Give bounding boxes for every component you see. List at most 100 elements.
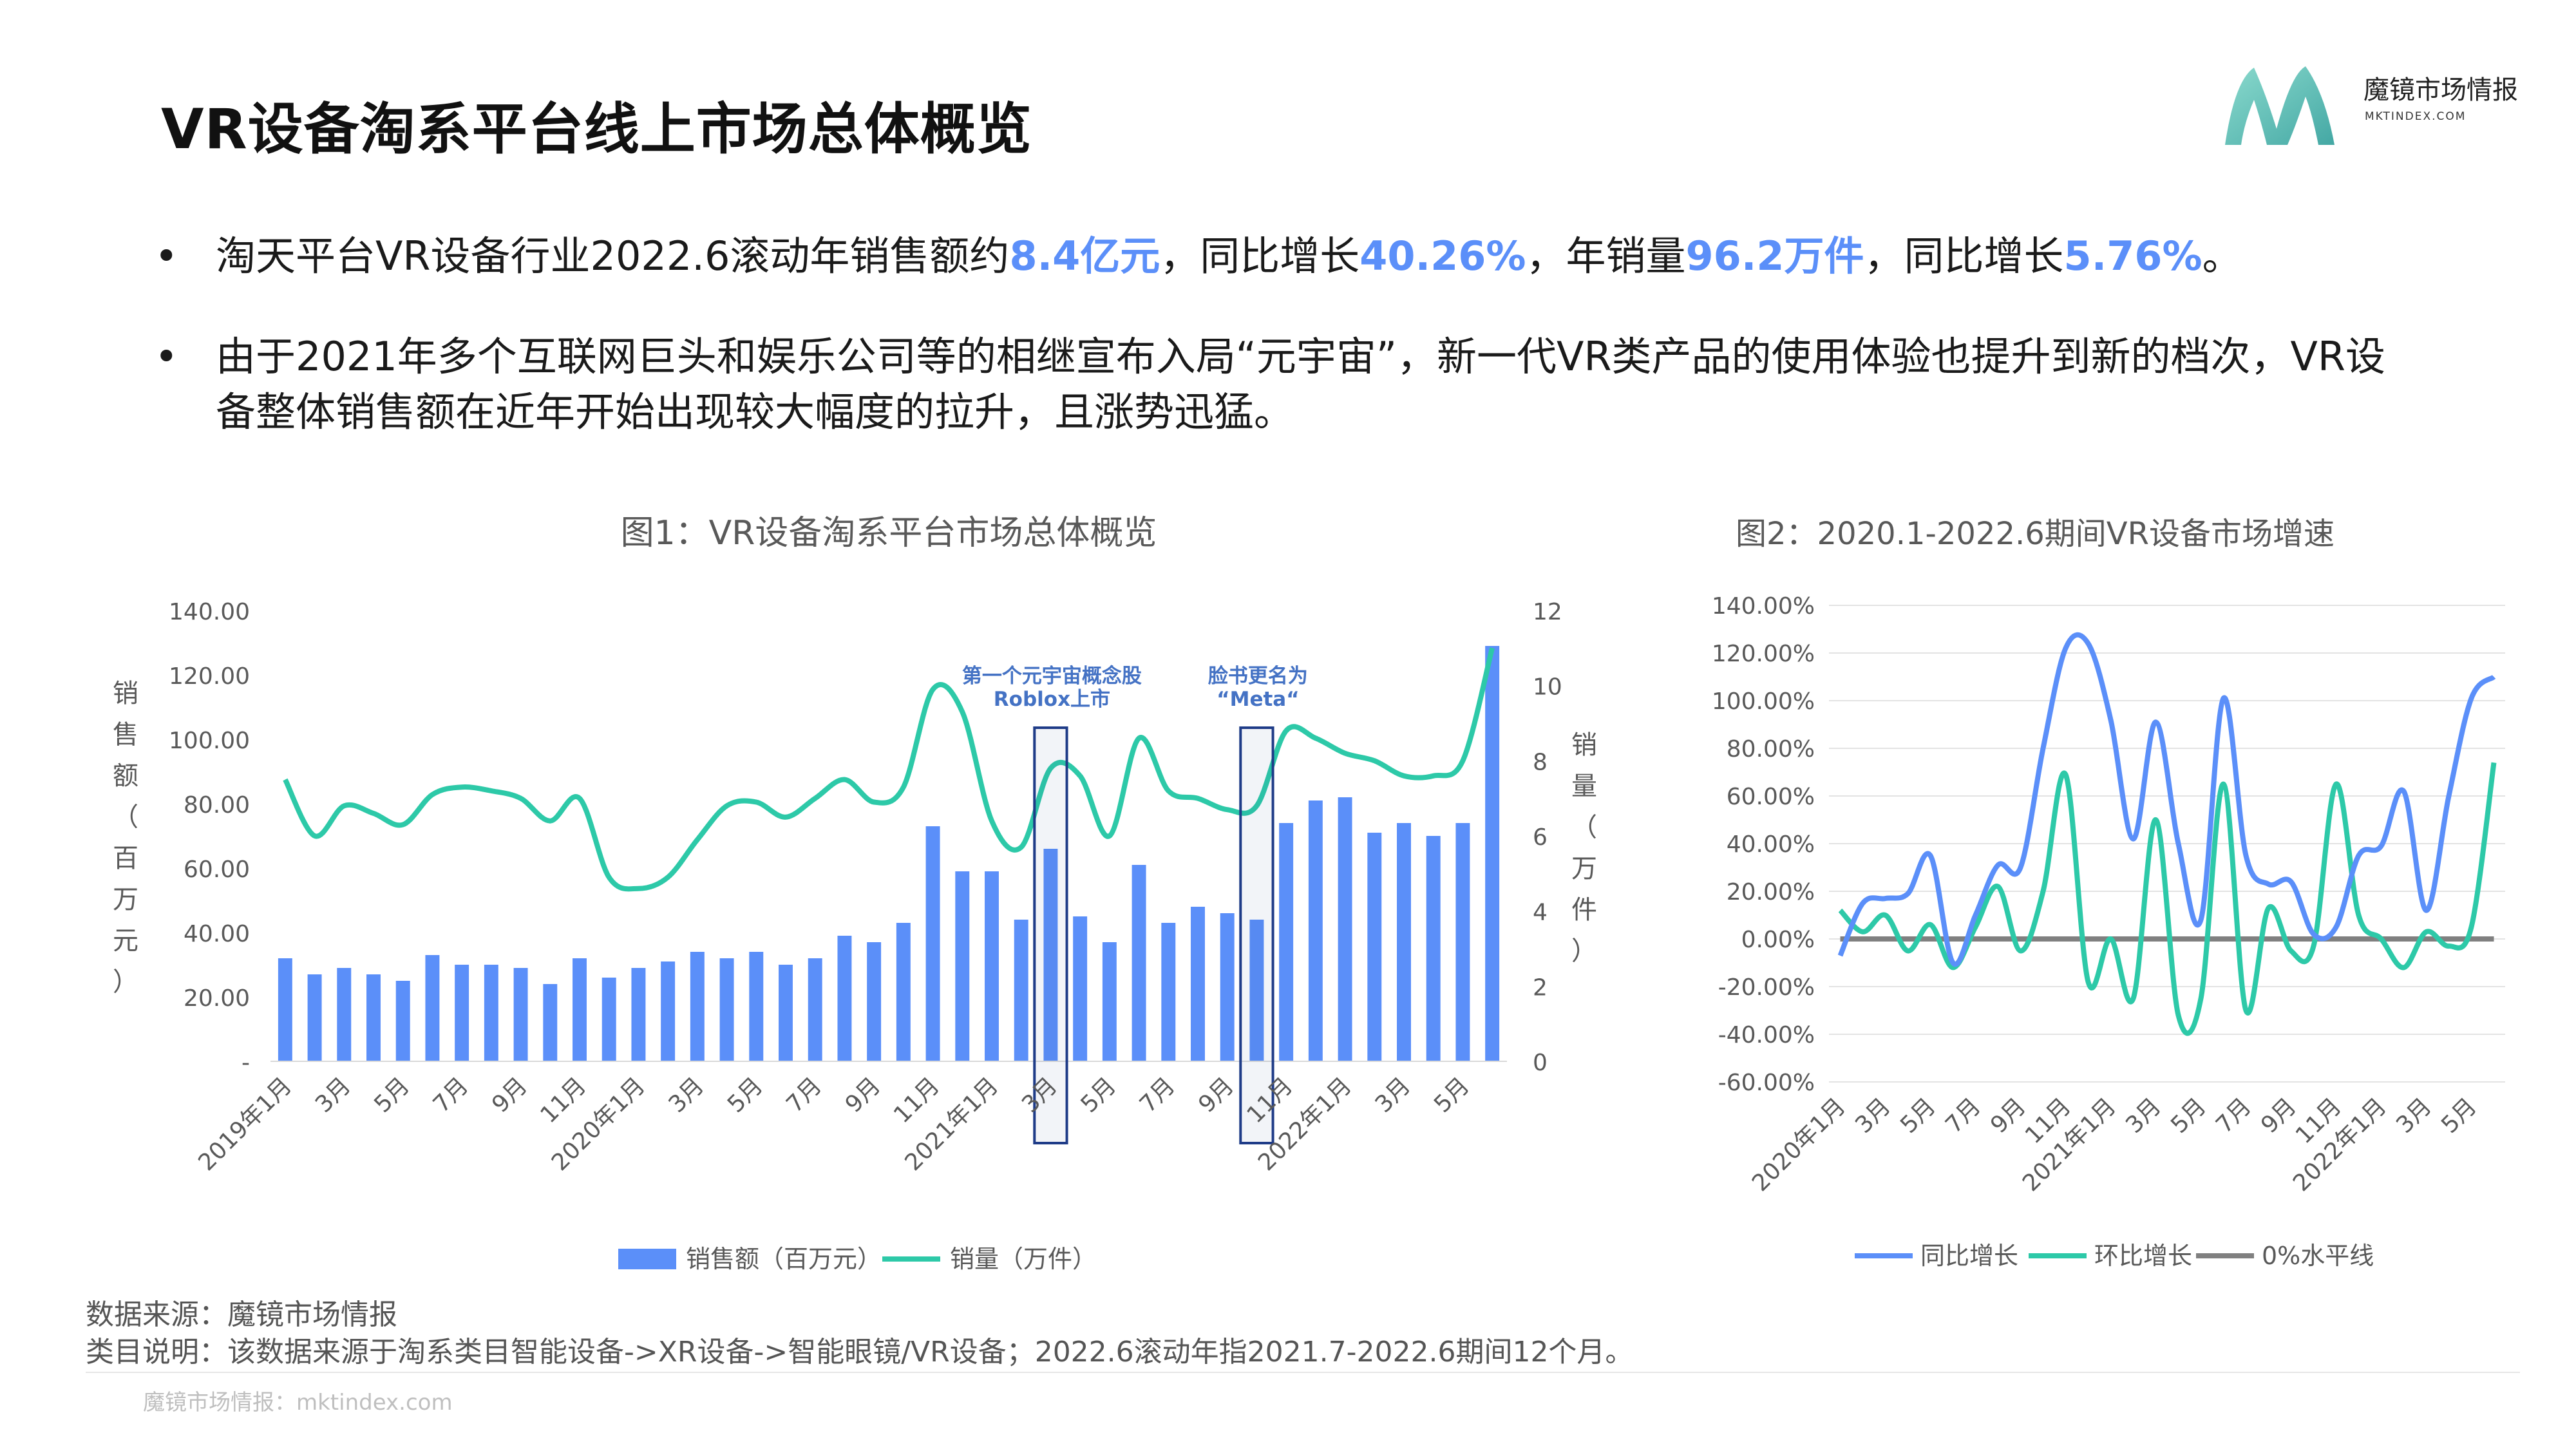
- x-tick-label: 11月: [536, 1072, 592, 1128]
- bullet-text-part: ，同比增长: [1864, 232, 2064, 279]
- y2-axis-label-char: 量: [1571, 772, 1597, 801]
- annotation-label: “Meta“: [1217, 688, 1299, 711]
- highlight-volume: 96.2万件: [1685, 232, 1864, 279]
- bullet-text-part: 。: [2202, 232, 2242, 279]
- sales-bar: [1132, 865, 1146, 1061]
- page-title: VR设备淘系平台线上市场总体概览: [161, 97, 1032, 162]
- legend-mom-label: 环比增长: [2094, 1242, 2192, 1270]
- legend-yoy-label: 同比增长: [1920, 1242, 2018, 1270]
- annotation-label: 第一个元宇宙概念股: [962, 665, 1142, 688]
- x-tick-label: 9月: [487, 1072, 533, 1118]
- y-axis-label-char: 售: [113, 720, 138, 750]
- x-tick-label: 5月: [1429, 1072, 1475, 1118]
- sales-bar: [1102, 942, 1117, 1061]
- sales-bar: [925, 826, 940, 1061]
- x-tick-label: 3月: [2121, 1093, 2166, 1139]
- x-tick-label: 7月: [1940, 1093, 1986, 1139]
- y-tick-label: 100.00%: [1712, 688, 1815, 715]
- y2-tick-label: 8: [1533, 749, 1548, 775]
- sales-bar: [661, 961, 676, 1061]
- sales-bar: [337, 968, 352, 1061]
- y-tick-label: 40.00: [184, 921, 250, 947]
- sales-bar: [779, 965, 793, 1061]
- x-tick-label: 3月: [1850, 1093, 1896, 1139]
- chart-growth-rate: 图2：2020.1-2022.6期间VR设备市场增速 -60.00% -40.00%…: [1668, 502, 2537, 1307]
- x-tick-label: 2020年1月: [1747, 1093, 1851, 1197]
- bullet-text-part: 淘天平台VR设备行业2022.6滚动年销售额约: [216, 232, 1010, 279]
- sales-bar: [1279, 823, 1294, 1061]
- mom-growth-line: [1838, 762, 2497, 1036]
- bullet-dot: •: [155, 232, 178, 279]
- y-axis-label-char: 百: [113, 844, 138, 873]
- category-note: 类目说明：该数据来源于淘系类目智能设备->XR设备->智能眼镜/VR设备；202…: [86, 1336, 1634, 1368]
- sales-bar: [1308, 800, 1323, 1061]
- y-axis-label-char: ）: [113, 967, 138, 997]
- x-tick-label: 11月: [889, 1072, 945, 1128]
- annotation-box: [1239, 726, 1274, 1144]
- y-tick-label: -20.00%: [1718, 974, 1815, 1001]
- volume-line: [283, 647, 1495, 892]
- sales-bar: [307, 974, 322, 1061]
- x-tick-label: 3月: [1370, 1072, 1416, 1118]
- brand-logo: 魔镜市场情报 MKTINDEX.COM: [2215, 55, 2550, 151]
- logo-name: 魔镜市场情报: [2363, 75, 2518, 105]
- y-tick-label: -: [242, 1050, 250, 1076]
- sales-bar: [1367, 833, 1382, 1061]
- sales-bar: [1043, 849, 1058, 1061]
- y2-tick-label: 12: [1533, 599, 1562, 625]
- sales-bar: [1220, 913, 1235, 1061]
- y-axis-label-char: 销: [113, 679, 138, 708]
- sales-bar: [1397, 823, 1411, 1061]
- sales-bar: [1191, 907, 1205, 1061]
- sales-bar: [837, 936, 852, 1061]
- y-tick-label: -40.00%: [1718, 1022, 1815, 1048]
- x-tick-label: 3月: [310, 1072, 356, 1118]
- footer-site: 魔镜市场情报：mktindex.com: [143, 1390, 453, 1416]
- sales-bar: [513, 968, 528, 1061]
- sales-bar: [1249, 920, 1264, 1061]
- y2-tick-label: 2: [1533, 974, 1548, 1001]
- annotation-label: Roblox上市: [994, 688, 1110, 711]
- sales-bar: [690, 952, 705, 1061]
- y-tick-label: 20.00%: [1727, 879, 1815, 905]
- x-tick-label: 7月: [428, 1072, 474, 1118]
- x-tick-label: 5月: [369, 1072, 415, 1118]
- bullet-2-text: 由于2021年多个互联网巨头和娱乐公司等的相继宣布入局“元宇宙”，新一代VR类产…: [216, 333, 2386, 435]
- y-axis-label-char: 元: [113, 926, 138, 956]
- y-tick-label: 80.00: [184, 792, 250, 819]
- sales-bar: [573, 958, 587, 1061]
- y2-tick-label: 4: [1533, 900, 1548, 926]
- x-tick-label: 3月: [664, 1072, 710, 1118]
- chart-sales-volume-svg: 图1：VR设备淘系平台市场总体概览 - 20.00 40.00 60.00 80.00 10…: [113, 514, 1597, 1273]
- highlight-sales: 8.4亿元: [1009, 232, 1160, 279]
- y2-tick-label: 10: [1533, 674, 1562, 701]
- y2-axis-label-char: 件: [1571, 895, 1597, 925]
- bullet-dot: •: [155, 333, 178, 380]
- legend-label-sales: 销售额（百万元）: [686, 1245, 882, 1273]
- x-tick-label: 9月: [1193, 1072, 1239, 1118]
- sales-bar: [1161, 923, 1176, 1061]
- y2-axis-label: 销量 （ 万件 ）: [1571, 730, 1597, 966]
- sales-bar: [985, 871, 999, 1061]
- sales-bar: [455, 965, 469, 1061]
- y-tick-label: 140.00: [169, 599, 250, 625]
- x-tick-label: 5月: [723, 1072, 768, 1118]
- sales-bar: [543, 984, 558, 1061]
- sales-bar: [1338, 797, 1352, 1061]
- sales-bar: [1073, 916, 1088, 1061]
- y-axis-label: 销售额 （ 百万元 ）: [113, 679, 138, 997]
- sales-bar: [955, 871, 970, 1061]
- y-tick-label: -60.00%: [1718, 1070, 1815, 1096]
- x-tick-label: 7月: [1135, 1072, 1180, 1118]
- y-tick-label: 80.00%: [1727, 736, 1815, 762]
- x-tick-label: 7月: [2211, 1093, 2257, 1139]
- bullet-text-part: ，同比增长: [1160, 232, 1360, 279]
- data-source: 数据来源：魔镜市场情报: [86, 1298, 397, 1331]
- x-tick-label: 3月: [2391, 1093, 2437, 1139]
- sales-bar: [1485, 646, 1500, 1061]
- y-tick-label: 20.00: [184, 985, 250, 1012]
- bullet-2: • 由于2021年多个互联网巨头和娱乐公司等的相继宣布入局“元宇宙”，新一代VR…: [155, 329, 2409, 440]
- x-tick-label: 5月: [1076, 1072, 1122, 1118]
- bullet-1: • 淘天平台VR设备行业2022.6滚动年销售额约8.4亿元，同比增长40.26…: [155, 229, 2409, 284]
- y2-axis-label-char: （: [1571, 813, 1597, 842]
